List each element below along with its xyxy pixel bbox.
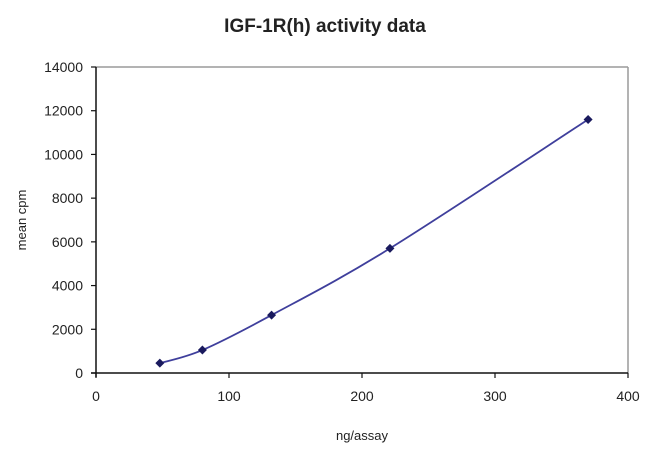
y-axis-title: mean cpm	[14, 190, 29, 251]
y-tick-label: 10000	[44, 146, 83, 162]
y-axis: 0 2000 4000 6000 8000 10000 12000 14000	[44, 59, 97, 381]
x-axis-title: ng/assay	[336, 428, 389, 443]
y-tick-label: 0	[75, 365, 83, 381]
data-point-marker	[267, 310, 277, 320]
x-tick-label: 0	[92, 388, 100, 404]
y-tick-label: 4000	[52, 278, 83, 294]
x-tick-label: 400	[616, 388, 640, 404]
data-point-marker	[385, 243, 395, 253]
x-tick-label: 300	[483, 388, 507, 404]
x-tick-label: 200	[350, 388, 374, 404]
y-tick-label: 6000	[52, 234, 83, 250]
data-point-marker	[197, 345, 207, 355]
plot-frame	[96, 66, 629, 373]
data-point-marker	[155, 358, 165, 368]
y-tick-label: 8000	[52, 190, 83, 206]
y-tick-label: 12000	[44, 103, 83, 119]
series-line	[159, 118, 589, 365]
data-series	[155, 114, 593, 368]
x-axis: 0 100 200 300 400	[91, 372, 640, 404]
y-tick-label: 14000	[44, 59, 83, 75]
chart-title: IGF-1R(h) activity data	[224, 16, 426, 37]
data-point-marker	[583, 114, 593, 124]
x-tick-label: 100	[217, 388, 241, 404]
y-tick-label: 2000	[52, 321, 83, 337]
